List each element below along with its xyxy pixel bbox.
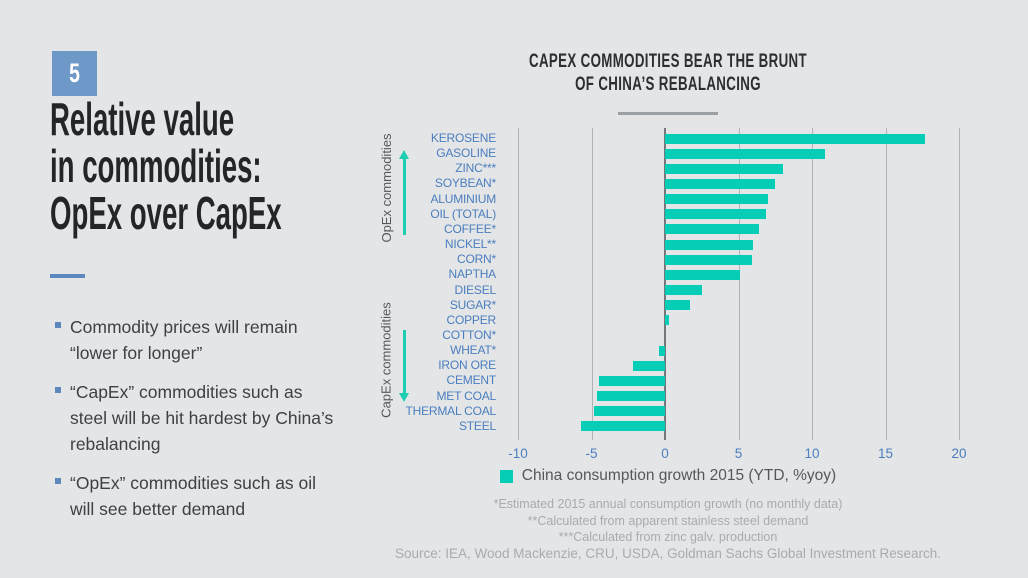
- gridline: [738, 128, 740, 440]
- bullet-square-icon: [55, 387, 61, 393]
- gridline: [591, 128, 593, 440]
- x-tick-label: 0: [661, 446, 669, 461]
- arrow-shaft: [403, 330, 406, 393]
- chart-bar: [665, 315, 670, 326]
- bullet-text: Commodity prices will remain “lower for …: [70, 317, 298, 363]
- page-title: Relative value in commodities: OpEx over…: [50, 93, 282, 239]
- category-axis-labels: KEROSENE GASOLINE ZINC*** SOYBEAN* ALUMINIUM…: [380, 128, 506, 440]
- chart-bar: [665, 239, 754, 250]
- category-label: COTTON*: [442, 327, 496, 342]
- category-label: IRON ORE: [438, 358, 496, 373]
- source-line: Source: IEA, Wood Mackenzie, CRU, USDA, …: [395, 546, 941, 561]
- footnote: ***Calculated from zinc galv. production: [558, 530, 778, 544]
- chart-bar: [665, 148, 826, 159]
- category-label: WHEAT*: [450, 343, 496, 358]
- bullet-text: “CapEx” commodities such as steel will b…: [70, 382, 334, 454]
- category-label: KEROSENE: [430, 131, 496, 145]
- chart-bar: [665, 285, 702, 295]
- x-tick-label: 5: [734, 446, 743, 461]
- bar-chart-plot: [518, 128, 960, 440]
- category-label: SUGAR*: [449, 297, 496, 312]
- chart-bar: [665, 269, 740, 280]
- category-label: NICKEL**: [444, 237, 496, 252]
- chart-bar: [632, 360, 665, 371]
- x-axis-ticks: -10 -5 0 5 10 15 20: [508, 446, 966, 464]
- x-tick-label: 10: [804, 446, 820, 461]
- bullet-square-icon: [55, 478, 61, 484]
- x-tick-label: 15: [877, 446, 894, 461]
- chart-bar: [597, 391, 665, 402]
- bullet-text: “OpEx” commodities such as oil will see …: [70, 473, 317, 519]
- category-label: DIESEL: [454, 282, 497, 297]
- category-label: CEMENT: [446, 373, 497, 388]
- arrowhead: [399, 150, 409, 159]
- category-label: OIL (TOTAL): [430, 206, 496, 221]
- list-item: “OpEx” commodities such as oil will see …: [55, 470, 385, 522]
- chart-bar: [665, 163, 783, 174]
- chart-footnotes: *Estimated 2015 annual consumption growt…: [400, 496, 936, 546]
- gridline: [959, 128, 960, 440]
- chart-bar: [665, 178, 776, 189]
- category-label: NAPTHA: [448, 267, 497, 282]
- category-label: THERMAL COAL: [405, 403, 496, 418]
- chart-bar: [665, 194, 768, 205]
- chart-bar: [665, 224, 760, 235]
- category-label: ZINC***: [455, 161, 496, 176]
- chart-title: CAPEX COMMODITIES BEAR THE BRUNT OF CHIN…: [529, 51, 807, 95]
- category-label: SOYBEAN*: [434, 176, 496, 191]
- chart-title-underline: [618, 112, 718, 115]
- arrowhead: [399, 393, 409, 402]
- chart-legend: China consumption growth 2015 (YTD, %yoy…: [400, 467, 936, 485]
- gridline: [885, 128, 887, 440]
- capex-down-arrow-icon: [399, 330, 410, 402]
- footnote: *Estimated 2015 annual consumption growt…: [493, 497, 843, 511]
- x-tick-label: -5: [585, 446, 598, 461]
- category-label: CORN*: [456, 252, 496, 267]
- category-label: COFFEE*: [444, 221, 496, 236]
- x-tick-label: -10: [508, 446, 528, 461]
- chart-bar: [581, 421, 665, 432]
- x-tick-label: 20: [951, 446, 967, 461]
- title-divider: [50, 274, 85, 278]
- list-item: Commodity prices will remain “lower for …: [55, 314, 385, 366]
- category-label: GASOLINE: [436, 146, 496, 161]
- category-label: STEEL: [458, 418, 496, 433]
- slide-number-badge: 5: [52, 51, 97, 96]
- zero-gridline: [664, 128, 666, 440]
- chart-bar: [594, 406, 665, 417]
- chart-bar: [665, 300, 690, 311]
- list-item: “CapEx” commodities such as steel will b…: [55, 379, 385, 457]
- category-label: MET COAL: [436, 388, 496, 403]
- category-label: ALUMINIUM: [430, 191, 496, 206]
- gridline: [812, 128, 813, 440]
- chart-bar: [665, 133, 926, 144]
- category-label: COPPER: [446, 312, 497, 327]
- legend-label: China consumption growth 2015 (YTD, %yoy…: [521, 467, 837, 484]
- bullet-square-icon: [55, 322, 61, 328]
- arrow-shaft: [403, 159, 406, 235]
- chart-bar: [665, 254, 752, 265]
- gridline: [518, 128, 519, 440]
- slide-number: 5: [69, 58, 80, 88]
- chart-bar: [659, 345, 665, 356]
- bullet-list: Commodity prices will remain “lower for …: [55, 314, 385, 535]
- opex-up-arrow-icon: [399, 150, 410, 235]
- chart-bar: [665, 209, 767, 220]
- chart-bar: [598, 375, 665, 386]
- footnote: **Calculated from apparent stainless ste…: [527, 513, 809, 528]
- legend-swatch-icon: [499, 469, 513, 483]
